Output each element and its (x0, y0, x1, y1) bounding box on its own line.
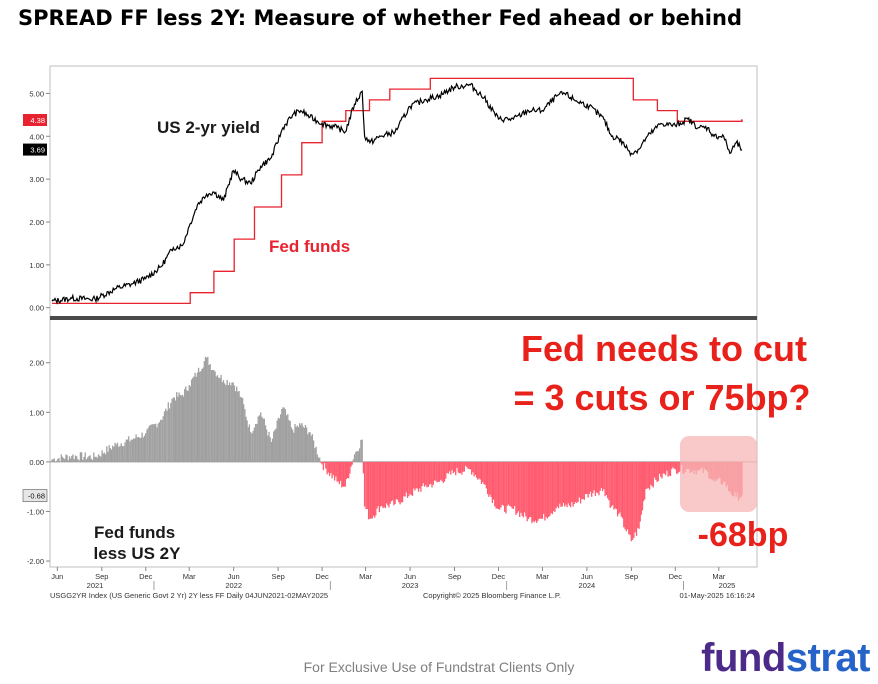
y-tick-label: -2.00 (27, 557, 44, 566)
slide-title: SPREAD FF less 2Y: Measure of whether Fe… (18, 6, 742, 30)
x-tick-label: Jun (228, 572, 240, 581)
y-tick-label: 0.00 (29, 304, 44, 313)
x-tick-label: Dec (669, 572, 683, 581)
y-tick-label: 3.00 (29, 175, 44, 184)
x-tick-label: Mar (183, 572, 196, 581)
annotation-cut-line2: = 3 cuts or 75bp? (513, 377, 810, 418)
x-tick-label: Dec (139, 572, 153, 581)
last-value-tag-text: 3.69 (30, 146, 45, 155)
footer-disclaimer: For Exclusive Use of Fundstrat Clients O… (303, 659, 575, 675)
last-value-tag-text: -0.68 (28, 492, 45, 501)
top-y-axis: 0.00 1.00 2.00 3.00 4.00 5.00 (29, 89, 50, 313)
x-tick-label: Mar (712, 572, 725, 581)
y-tick-label: 1.00 (29, 408, 44, 417)
x-tick-label: Dec (315, 572, 329, 581)
x-year-label: 2024 (579, 581, 596, 590)
x-tick-label: Sep (448, 572, 461, 581)
x-tick-label: Sep (95, 572, 108, 581)
y-tick-label: 4.00 (29, 132, 44, 141)
last-value-tag-box (23, 143, 47, 156)
last-value-tag-text: 4.38 (30, 116, 45, 125)
x-year-label: 2021 (87, 581, 104, 590)
line-series (51, 77, 743, 305)
x-tick-label: Dec (492, 572, 506, 581)
y-tick-label: 2.00 (29, 218, 44, 227)
logo-part-strat: strat (785, 636, 871, 680)
y-tick-label: 2.00 (29, 359, 44, 368)
spread-area (51, 356, 743, 542)
x-tick-label: Jun (404, 572, 416, 581)
y-tick-label: 1.00 (29, 261, 44, 270)
y-tick-label: 0.00 (29, 458, 44, 467)
x-year-label: 2025 (719, 581, 736, 590)
yield-series-label: US 2-yr yield (157, 118, 260, 137)
source-left: USGG2YR Index (US Generic Govt 2 Yr) 2Y … (50, 591, 328, 600)
x-tick-label: Jun (51, 572, 63, 581)
x-tick-label: Sep (271, 572, 284, 581)
x-axis: Jun Sep Dec Mar Jun Sep Dec Mar Jun Sep Dec Mar Jun S… (51, 567, 735, 590)
fundstrat-logo: fundstrat (701, 636, 870, 681)
fed-funds-series-label: Fed funds (269, 237, 350, 256)
x-tick-label: Mar (359, 572, 372, 581)
source-copyright: Copyright© 2025 Bloomberg Finance L.P. (423, 591, 561, 600)
x-tick-label: Sep (625, 572, 638, 581)
annotation-cut-line1: Fed needs to cut (521, 328, 807, 369)
last-value-tag-box (23, 114, 47, 126)
fed-funds-line (52, 77, 743, 305)
x-tick-label: Jun (581, 572, 593, 581)
bloomberg-chart: 0.00 1.00 2.00 3.00 4.00 5.00 2.00 1.00 0.00 -1.… (22, 65, 811, 600)
last-value-tag-box (22, 489, 48, 502)
y-tick-label: -1.00 (27, 507, 44, 516)
last-value-tags: 4.38 3.69 -0.68 (22, 114, 48, 502)
annotation-bp: -68bp (698, 516, 789, 554)
spread-label-line1: Fed funds (94, 523, 175, 542)
y-tick-label: 5.00 (29, 89, 44, 98)
us-2yr-yield-line (51, 82, 743, 305)
recent-spread-highlight (680, 436, 757, 512)
spread-label-line2: less US 2Y (94, 544, 182, 563)
source-timestamp: 01-May-2025 16:16:24 (680, 591, 755, 600)
logo-part-fund: fund (701, 636, 786, 680)
x-tick-label: Mar (536, 572, 549, 581)
spread-series-label: Fed funds less US 2Y (94, 523, 182, 563)
x-year-label: 2022 (225, 581, 242, 590)
x-year-label: 2023 (402, 581, 419, 590)
